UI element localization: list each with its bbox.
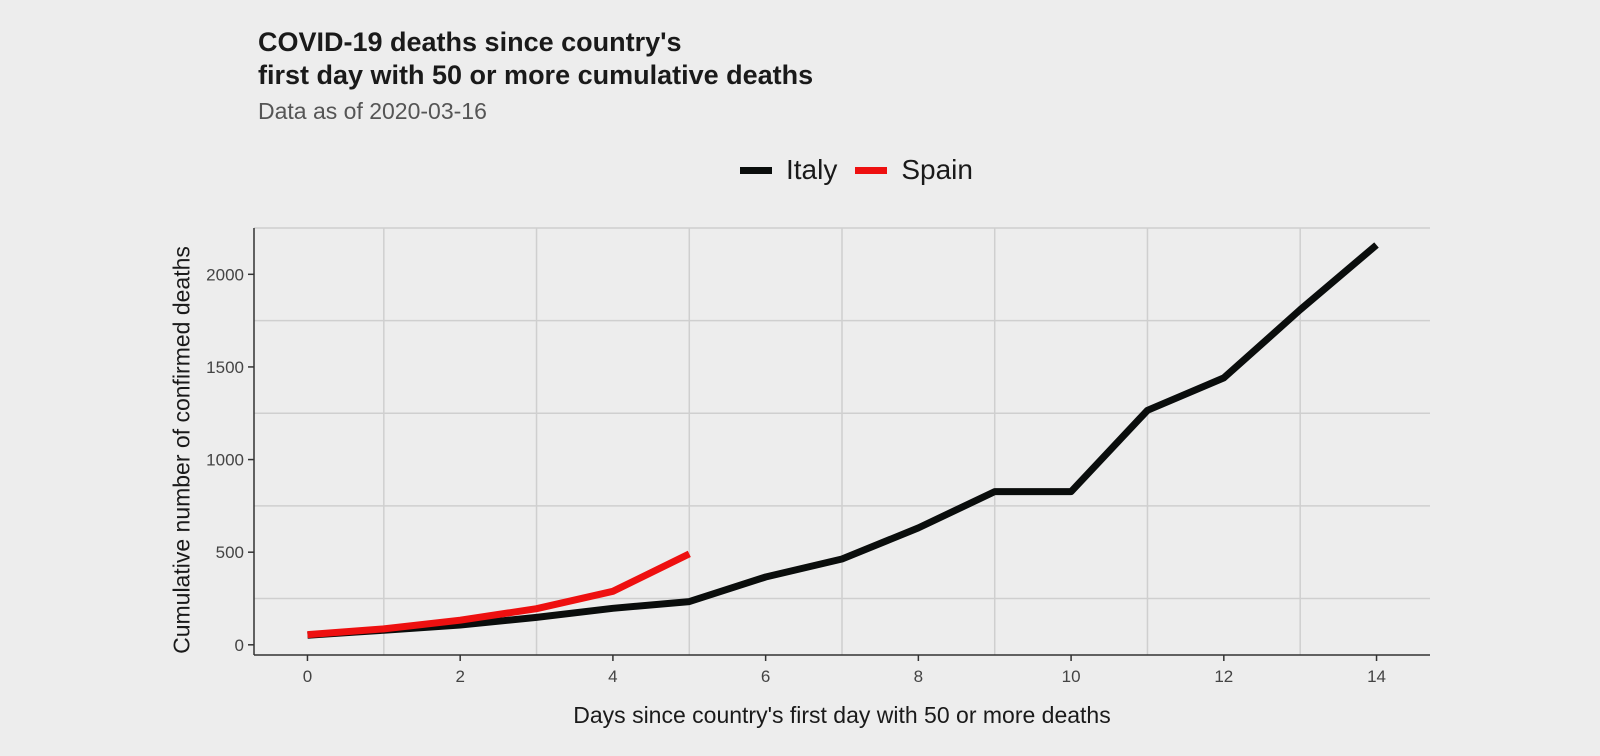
x-tick-label: 2 bbox=[455, 667, 464, 686]
series-line-spain bbox=[307, 550, 691, 639]
x-tick-label: 8 bbox=[914, 667, 923, 686]
legend-key-spain bbox=[855, 166, 888, 174]
x-tick-label: 6 bbox=[761, 667, 770, 686]
x-tick-label: 4 bbox=[608, 667, 617, 686]
y-tick-label: 1500 bbox=[206, 358, 244, 377]
x-tick-label: 14 bbox=[1367, 667, 1386, 686]
legend: Italy Spain bbox=[740, 154, 991, 186]
y-tick-label: 2000 bbox=[206, 265, 244, 284]
chart-title-line-1: COVID-19 deaths since country's bbox=[258, 27, 682, 57]
chart-title: COVID-19 deaths since country's first da… bbox=[258, 26, 813, 92]
chart-title-line-2: first day with 50 or more cumulative dea… bbox=[258, 60, 814, 90]
series-line-italy bbox=[307, 242, 1379, 639]
y-axis-label: Cumulative number of confirmed deaths bbox=[168, 246, 195, 654]
x-axis-label: Days since country's first day with 50 o… bbox=[573, 702, 1111, 728]
legend-item-spain: Spain bbox=[855, 154, 973, 186]
legend-label-italy: Italy bbox=[786, 154, 838, 185]
x-tick-label: 0 bbox=[303, 667, 312, 686]
chart-subtitle: Data as of 2020-03-16 bbox=[258, 98, 487, 124]
legend-key-italy bbox=[740, 166, 772, 174]
y-tick-label: 500 bbox=[216, 543, 244, 562]
y-tick-label: 0 bbox=[235, 636, 244, 655]
legend-label-spain: Spain bbox=[901, 154, 973, 185]
x-tick-label: 10 bbox=[1062, 667, 1081, 686]
y-tick-label: 1000 bbox=[206, 451, 244, 470]
x-tick-label: 12 bbox=[1214, 667, 1233, 686]
legend-item-italy: Italy bbox=[740, 154, 837, 186]
